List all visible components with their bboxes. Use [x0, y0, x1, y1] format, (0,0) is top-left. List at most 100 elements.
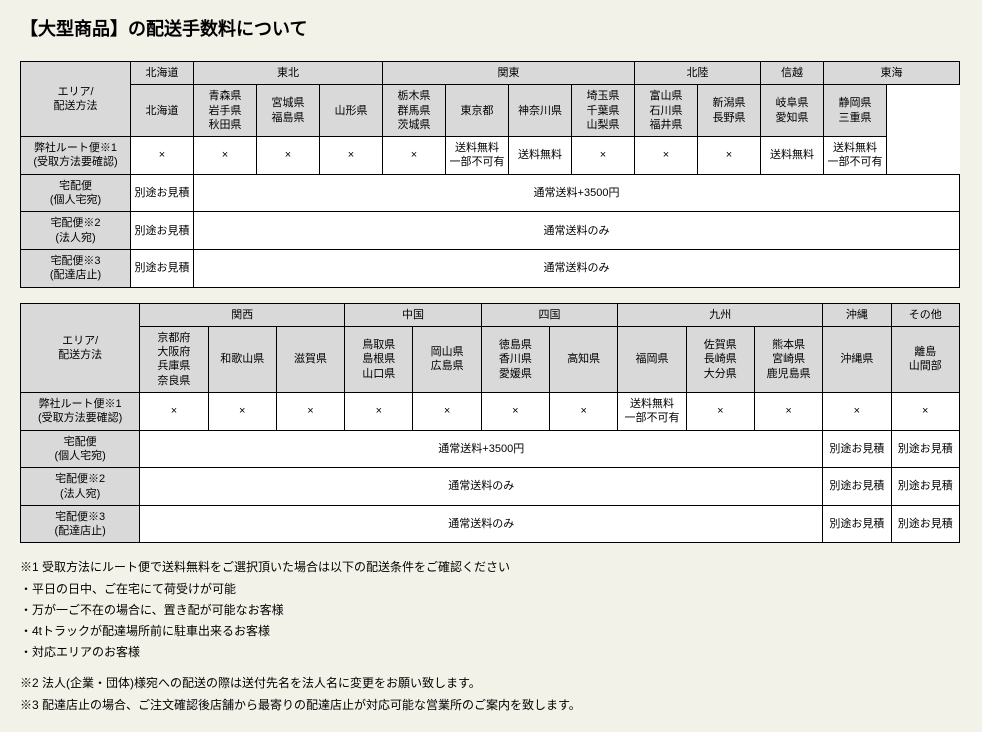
cell: 別途お見積	[823, 468, 891, 506]
prefecture-cell: 京都府大阪府兵庫県奈良県	[140, 326, 208, 392]
prefecture-cell: 福岡県	[618, 326, 686, 392]
cell: 通常送料+3500円	[140, 430, 823, 468]
route-cell: ×	[698, 137, 761, 175]
depot-row: 宅配便※3(配達店止) 通常送料のみ 別途お見積 別途お見積	[21, 505, 960, 543]
home-ind-label: 宅配便(個人宅宛)	[21, 430, 140, 468]
home-ind-label: 宅配便(個人宅宛)	[21, 174, 131, 212]
cell: 別途お見積	[891, 430, 959, 468]
prefecture-cell: 徳島県香川県愛媛県	[481, 326, 549, 392]
prefecture-cell: 離島山間部	[891, 326, 959, 392]
home-individual-row: 宅配便(個人宅宛) 通常送料+3500円 別途お見積 別途お見積	[21, 430, 960, 468]
depot-row: 宅配便※3(配達店止) 別途お見積 通常送料のみ	[21, 249, 960, 287]
note-line: ※2 法人(企業・団体)様宛への配送の際は送付先名を法人名に変更をお願い致します…	[20, 674, 962, 693]
depot-label: 宅配便※3(配達店止)	[21, 249, 131, 287]
region-cell: 北陸	[635, 62, 761, 85]
route-cell: ×	[754, 393, 822, 431]
region-cell: 北海道	[131, 62, 194, 85]
cell: 別途お見積	[891, 505, 959, 543]
route-cell: ×	[208, 393, 276, 431]
notes-block: ※1 受取方法にルート便で送料無料をご選択頂いた場合は以下の配送条件をご確認くだ…	[20, 558, 962, 714]
region-cell: 九州	[618, 303, 823, 326]
route-cell: ×	[131, 137, 194, 175]
prefecture-cell: 山形県	[320, 85, 383, 137]
prefecture-cell: 東京都	[446, 85, 509, 137]
route-cell: ×	[140, 393, 208, 431]
route-cell: ×	[345, 393, 413, 431]
home-corp-label: 宅配便※2(法人宛)	[21, 468, 140, 506]
region-row: エリア/配送方法 北海道 東北 関東 北陸 信越 東海	[21, 62, 960, 85]
page-title: 【大型商品】の配送手数料について	[20, 15, 962, 41]
cell: 通常送料のみ	[140, 468, 823, 506]
cell: 別途お見積	[131, 212, 194, 250]
shipping-table-2: エリア/配送方法 関西 中国 四国 九州 沖縄 その他 京都府大阪府兵庫県奈良県…	[20, 303, 960, 544]
prefecture-cell: 岡山県広島県	[413, 326, 481, 392]
route-label: 弊社ルート便※1(受取方法要確認)	[21, 393, 140, 431]
home-corp-label: 宅配便※2(法人宛)	[21, 212, 131, 250]
prefecture-cell: 新潟県長野県	[698, 85, 761, 137]
cell: 通常送料+3500円	[194, 174, 960, 212]
note-line: ・4tトラックが配達場所前に駐車出来るお客様	[20, 622, 962, 641]
cell: 別途お見積	[131, 174, 194, 212]
region-cell: 東北	[194, 62, 383, 85]
note-line: ※1 受取方法にルート便で送料無料をご選択頂いた場合は以下の配送条件をご確認くだ…	[20, 558, 962, 577]
region-row: エリア/配送方法 関西 中国 四国 九州 沖縄 その他	[21, 303, 960, 326]
note-line: ※3 配達店止の場合、ご注文確認後店舗から最寄りの配達店止が対応可能な営業所のご…	[20, 696, 962, 715]
route-cell: ×	[413, 393, 481, 431]
route-cell: 送料無料一部不可有	[824, 137, 887, 175]
route-label: 弊社ルート便※1(受取方法要確認)	[21, 137, 131, 175]
route-cell: ×	[194, 137, 257, 175]
route-cell: ×	[686, 393, 754, 431]
cell: 別途お見積	[891, 468, 959, 506]
route-row: 弊社ルート便※1(受取方法要確認) ×××××××送料無料一部不可有××××	[21, 393, 960, 431]
route-cell: ×	[823, 393, 891, 431]
prefecture-cell: 岐阜県愛知県	[761, 85, 824, 137]
prefecture-cell: 富山県石川県福井県	[635, 85, 698, 137]
home-corp-row: 宅配便※2(法人宛) 別途お見積 通常送料のみ	[21, 212, 960, 250]
area-method-header: エリア/配送方法	[21, 62, 131, 137]
route-cell: ×	[635, 137, 698, 175]
route-cell: ×	[550, 393, 618, 431]
cell: 別途お見積	[823, 505, 891, 543]
cell: 別途お見積	[823, 430, 891, 468]
depot-label: 宅配便※3(配達店止)	[21, 505, 140, 543]
cell: 通常送料のみ	[140, 505, 823, 543]
note-line: ・平日の日中、ご在宅にて荷受けが可能	[20, 580, 962, 599]
route-cell: 送料無料一部不可有	[618, 393, 686, 431]
prefecture-cell: 青森県岩手県秋田県	[194, 85, 257, 137]
route-row: 弊社ルート便※1(受取方法要確認) ×××××送料無料一部不可有送料無料×××送…	[21, 137, 960, 175]
region-cell: 中国	[345, 303, 482, 326]
note-line: ・対応エリアのお客様	[20, 643, 962, 662]
prefecture-cell: 佐賀県長崎県大分県	[686, 326, 754, 392]
route-cell: ×	[276, 393, 344, 431]
home-corp-row: 宅配便※2(法人宛) 通常送料のみ 別途お見積 別途お見積	[21, 468, 960, 506]
prefecture-cell: 鳥取県島根県山口県	[345, 326, 413, 392]
region-cell: その他	[891, 303, 959, 326]
route-cell: ×	[320, 137, 383, 175]
prefecture-cell: 栃木県群馬県茨城県	[383, 85, 446, 137]
prefecture-cell: 高知県	[550, 326, 618, 392]
prefecture-cell: 沖縄県	[823, 326, 891, 392]
cell: 別途お見積	[131, 249, 194, 287]
route-cell: 送料無料	[509, 137, 572, 175]
prefecture-cell: 神奈川県	[509, 85, 572, 137]
note-line: ・万が一ご不在の場合に、置き配が可能なお客様	[20, 601, 962, 620]
cell: 通常送料のみ	[194, 249, 960, 287]
route-cell: ×	[891, 393, 959, 431]
home-individual-row: 宅配便(個人宅宛) 別途お見積 通常送料+3500円	[21, 174, 960, 212]
prefecture-cell: 埼玉県千葉県山梨県	[572, 85, 635, 137]
region-cell: 沖縄	[823, 303, 891, 326]
route-cell: ×	[572, 137, 635, 175]
region-cell: 関東	[383, 62, 635, 85]
prefecture-cell: 静岡県三重県	[824, 85, 887, 137]
region-cell: 四国	[481, 303, 618, 326]
area-method-header: エリア/配送方法	[21, 303, 140, 392]
route-cell: 送料無料	[761, 137, 824, 175]
route-cell: 送料無料一部不可有	[446, 137, 509, 175]
prefecture-row: 北海道青森県岩手県秋田県宮城県福島県山形県栃木県群馬県茨城県東京都神奈川県埼玉県…	[21, 85, 960, 137]
route-cell: ×	[257, 137, 320, 175]
prefecture-cell: 滋賀県	[276, 326, 344, 392]
route-cell: ×	[481, 393, 549, 431]
prefecture-cell: 熊本県宮崎県鹿児島県	[754, 326, 822, 392]
shipping-table-1: エリア/配送方法 北海道 東北 関東 北陸 信越 東海 北海道青森県岩手県秋田県…	[20, 61, 960, 288]
region-cell: 関西	[140, 303, 345, 326]
